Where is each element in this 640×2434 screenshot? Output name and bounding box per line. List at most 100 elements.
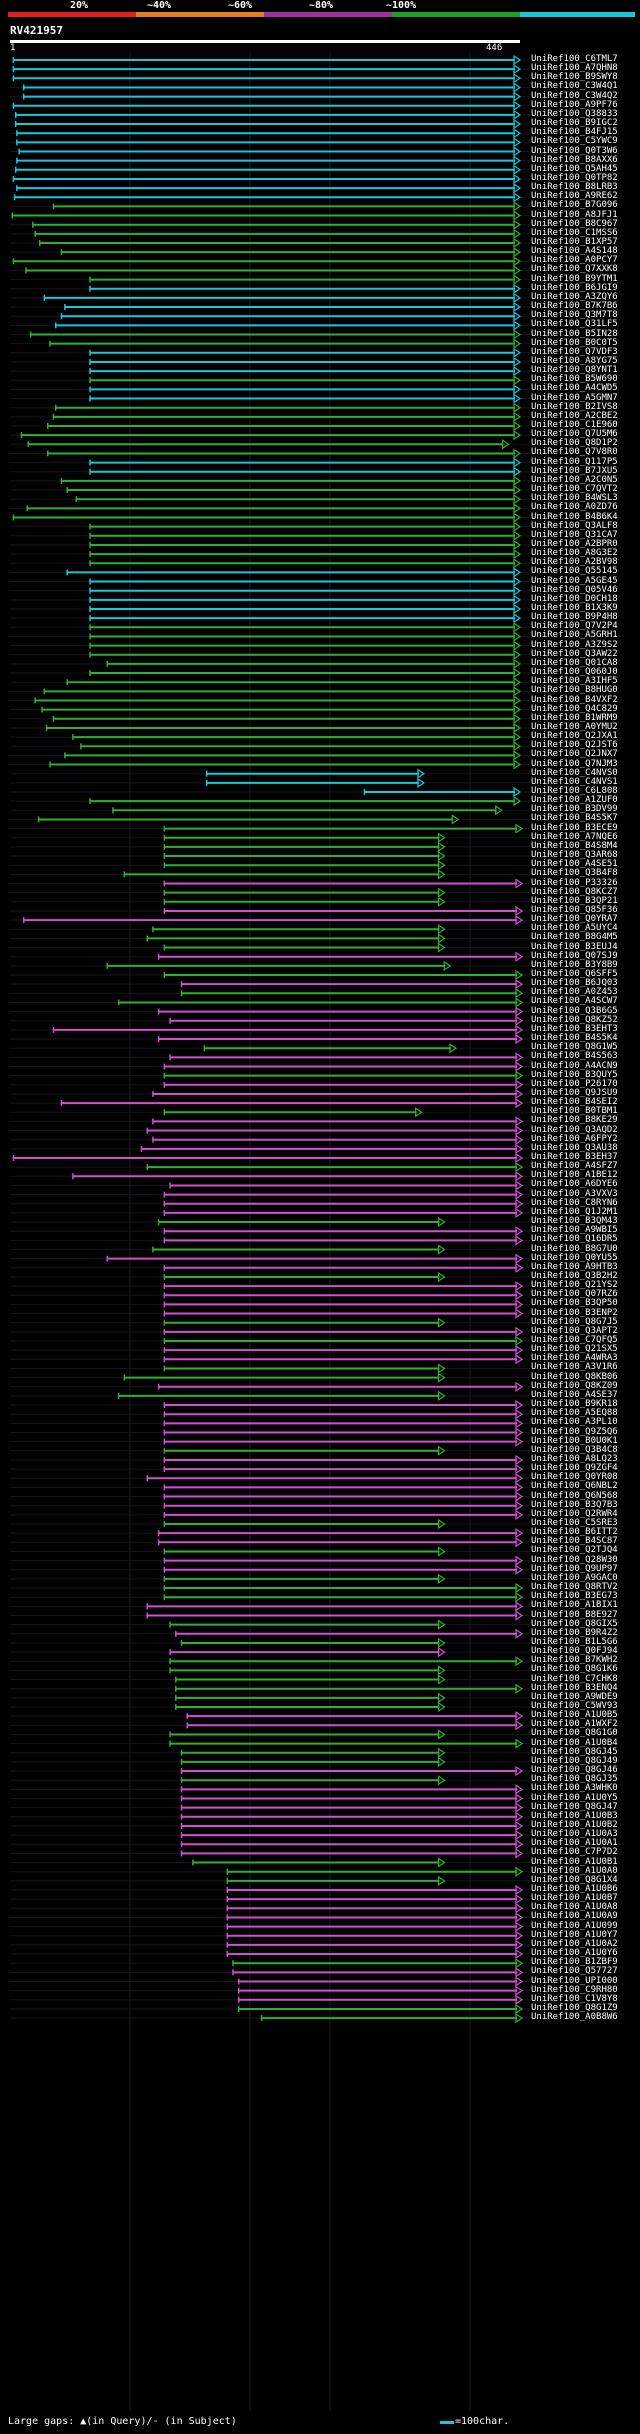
hit-label[interactable]: UniRef100_Q9JSU9 [531,1087,618,1098]
hit-label[interactable]: UniRef100_B5IN28 [531,328,618,339]
hit-label[interactable]: UniRef100_B9KR18 [531,1399,618,1410]
hit-label[interactable]: UniRef100_Q3B4F8 [531,868,618,879]
hit-label[interactable]: UniRef100_A4WRA3 [531,1353,618,1364]
hit-label[interactable]: UniRef100_A5UYC4 [531,923,618,934]
hit-label[interactable]: UniRef100_C5WV93 [531,1701,618,1711]
hit-label[interactable]: UniRef100_B3DV99 [531,804,618,815]
hit-label[interactable]: UniRef100_B3ECE9 [531,822,618,833]
hit-label[interactable]: UniRef100_Q8KB06 [531,1371,618,1382]
hit-label[interactable]: UniRef100_Q7NJM3 [531,758,618,769]
hit-label[interactable]: UniRef100_B4B6K4 [531,511,618,522]
hit-label[interactable]: UniRef100_A2BV98 [531,557,618,568]
hit-label[interactable]: UniRef100_Q8GJ49 [531,1755,618,1766]
hit-label[interactable]: UniRef100_Q38833 [531,108,618,119]
hit-label[interactable]: UniRef100_Q3AW22 [531,648,618,659]
hit-label[interactable]: UniRef100_A3V1R6 [531,1362,618,1373]
hit-label[interactable]: UniRef100_A6FPY2 [531,1133,618,1144]
hit-label[interactable]: UniRef100_B3EUJ4 [531,941,618,952]
hit-label[interactable]: UniRef100_C6L808 [531,786,618,796]
hit-label[interactable]: UniRef100_A2CBE2 [531,410,618,421]
hit-label[interactable]: UniRef100_B8LRB3 [531,182,618,193]
hit-label[interactable]: UniRef100_B3ENP2 [531,1307,618,1318]
hit-label[interactable]: UniRef100_C7QVT2 [531,484,618,495]
hit-label[interactable]: UniRef100_C7QFQ5 [531,1335,618,1345]
hit-label[interactable]: UniRef100_Q117P5 [531,456,618,467]
hit-label[interactable]: UniRef100_A8G3E2 [531,548,618,559]
hit-label[interactable]: UniRef100_C1V8Y8 [531,1993,618,2004]
hit-label[interactable]: UniRef100_Q8GJ47 [531,1801,618,1812]
hit-label[interactable]: UniRef100_Q16DR5 [531,1234,618,1245]
hit-label[interactable]: UniRef100_B9P4H8 [531,612,618,623]
hit-label[interactable]: UniRef100_Q5AH45 [531,163,618,174]
hit-label[interactable]: UniRef100_B3QUY5 [531,1069,618,1080]
hit-label[interactable]: UniRef100_A4SE37 [531,1389,618,1400]
hit-label[interactable]: UniRef100_A9RE62 [531,191,618,202]
hit-label[interactable]: UniRef100_Q31CA7 [531,529,618,540]
hit-label[interactable]: UniRef100_P33326 [531,877,618,888]
hit-label[interactable]: UniRef100_B4S8M4 [531,840,618,851]
hit-label[interactable]: UniRef100_B1L5G6 [531,1636,618,1647]
hit-label[interactable]: UniRef100_A2C0N5 [531,474,618,485]
hit-label[interactable]: UniRef100_A1U0Y7 [531,1929,618,1940]
hit-label[interactable]: UniRef100_Q060J0 [531,667,618,678]
hit-label[interactable]: UniRef100_Q7U5M6 [531,429,618,440]
hit-label[interactable]: UniRef100_A0PCY7 [531,255,618,266]
hit-label[interactable]: UniRef100_C1E960 [531,420,618,430]
hit-label[interactable]: UniRef100_A8LQ23 [531,1453,618,1464]
hit-label[interactable]: UniRef100_A5GMN7 [531,392,618,403]
hit-label[interactable]: UniRef100_A0B8W6 [531,2012,618,2023]
hit-label[interactable]: UniRef100_Q6NBL2 [531,1481,618,1492]
hit-label[interactable]: UniRef100_Q4C829 [531,703,618,714]
hit-label[interactable]: UniRef100_Q3AU38 [531,1142,618,1153]
hit-label[interactable]: UniRef100_A3PL10 [531,1417,618,1428]
hit-label[interactable]: UniRef100_Q28W30 [531,1554,618,1565]
hit-label[interactable]: UniRef100_A7NQE6 [531,831,618,842]
hit-label[interactable]: UniRef100_B8C967 [531,218,618,229]
hit-label[interactable]: UniRef100_A1U0A1 [531,1838,618,1849]
hit-label[interactable]: UniRef100_B3QM43 [531,1216,618,1227]
hit-label[interactable]: UniRef100_A5EQ88 [531,1408,618,1419]
hit-label[interactable]: UniRef100_B0C0T5 [531,337,618,348]
hit-label[interactable]: UniRef100_Q8G1G0 [531,1728,618,1739]
hit-label[interactable]: UniRef100_A1U0Y5 [531,1792,618,1803]
hit-label[interactable]: UniRef100_Q7XXK8 [531,264,618,275]
hit-label[interactable]: UniRef100_A4SCW7 [531,996,618,1007]
hit-label[interactable]: UniRef100_A0Z453 [531,987,618,998]
hit-label[interactable]: UniRef100_A7QHN8 [531,63,618,74]
hit-label[interactable]: UniRef100_B9R4Z2 [531,1627,618,1638]
hit-label[interactable]: UniRef100_Q3AR68 [531,850,618,861]
hit-label[interactable]: UniRef100_A5GE45 [531,575,618,586]
hit-label[interactable]: UniRef100_A1U0A3 [531,1829,618,1840]
hit-label[interactable]: UniRef100_Q3B6G5 [531,1005,618,1016]
hit-label[interactable]: UniRef100_Q2TJQ4 [531,1545,618,1556]
hit-label[interactable]: UniRef100_C3W4Q2 [531,90,618,101]
hit-label[interactable]: UniRef100_B4SEI2 [531,1097,618,1108]
hit-label[interactable]: UniRef100_Q0T3W6 [531,145,618,156]
hit-label[interactable]: UniRef100_B5W690 [531,374,618,385]
hit-label[interactable]: UniRef100_B4S563 [531,1051,618,1062]
hit-label[interactable]: UniRef100_B1X3K9 [531,603,618,613]
hit-label[interactable]: UniRef100_Q2RWR4 [531,1508,618,1519]
hit-label[interactable]: UniRef100_Q7V8R0 [531,447,618,458]
hit-label[interactable]: UniRef100_B3Y8B9 [531,959,618,970]
hit-label[interactable]: UniRef100_Q2JXA1 [531,731,618,742]
hit-label[interactable]: UniRef100_Q8GJ46 [531,1765,618,1776]
hit-label[interactable]: UniRef100_C7P7D2 [531,1847,618,1858]
hit-label[interactable]: UniRef100_Q6N568 [531,1490,618,1501]
hit-label[interactable]: UniRef100_B3EHT3 [531,1023,618,1034]
hit-label[interactable]: UniRef100_Q0TP82 [531,172,618,183]
hit-label[interactable]: UniRef100_B0TBM1 [531,1106,618,1117]
hit-label[interactable]: UniRef100_Q0YRA7 [531,914,618,925]
hit-label[interactable]: UniRef100_Q3B4C8 [531,1444,618,1455]
hit-label[interactable]: UniRef100_B4WSL3 [531,493,618,504]
hit-label[interactable]: UniRef100_Q8GIX5 [531,1618,618,1629]
hit-label[interactable]: UniRef100_P26170 [531,1078,618,1089]
hit-label[interactable]: UniRef100_Q8G7J5 [531,1316,618,1327]
hit-label[interactable]: UniRef100_A1BIX1 [531,1600,618,1611]
hit-label[interactable]: UniRef100_A9WBI5 [531,1225,618,1236]
hit-label[interactable]: UniRef100_A3VXV3 [531,1188,618,1199]
hit-label[interactable]: UniRef100_Q21YS2 [531,1280,618,1291]
hit-label[interactable]: UniRef100_Q7VDF3 [531,346,618,357]
hit-label[interactable]: UniRef100_B7K7B6 [531,301,618,312]
hit-label[interactable]: UniRef100_B3ENQ4 [531,1682,618,1693]
